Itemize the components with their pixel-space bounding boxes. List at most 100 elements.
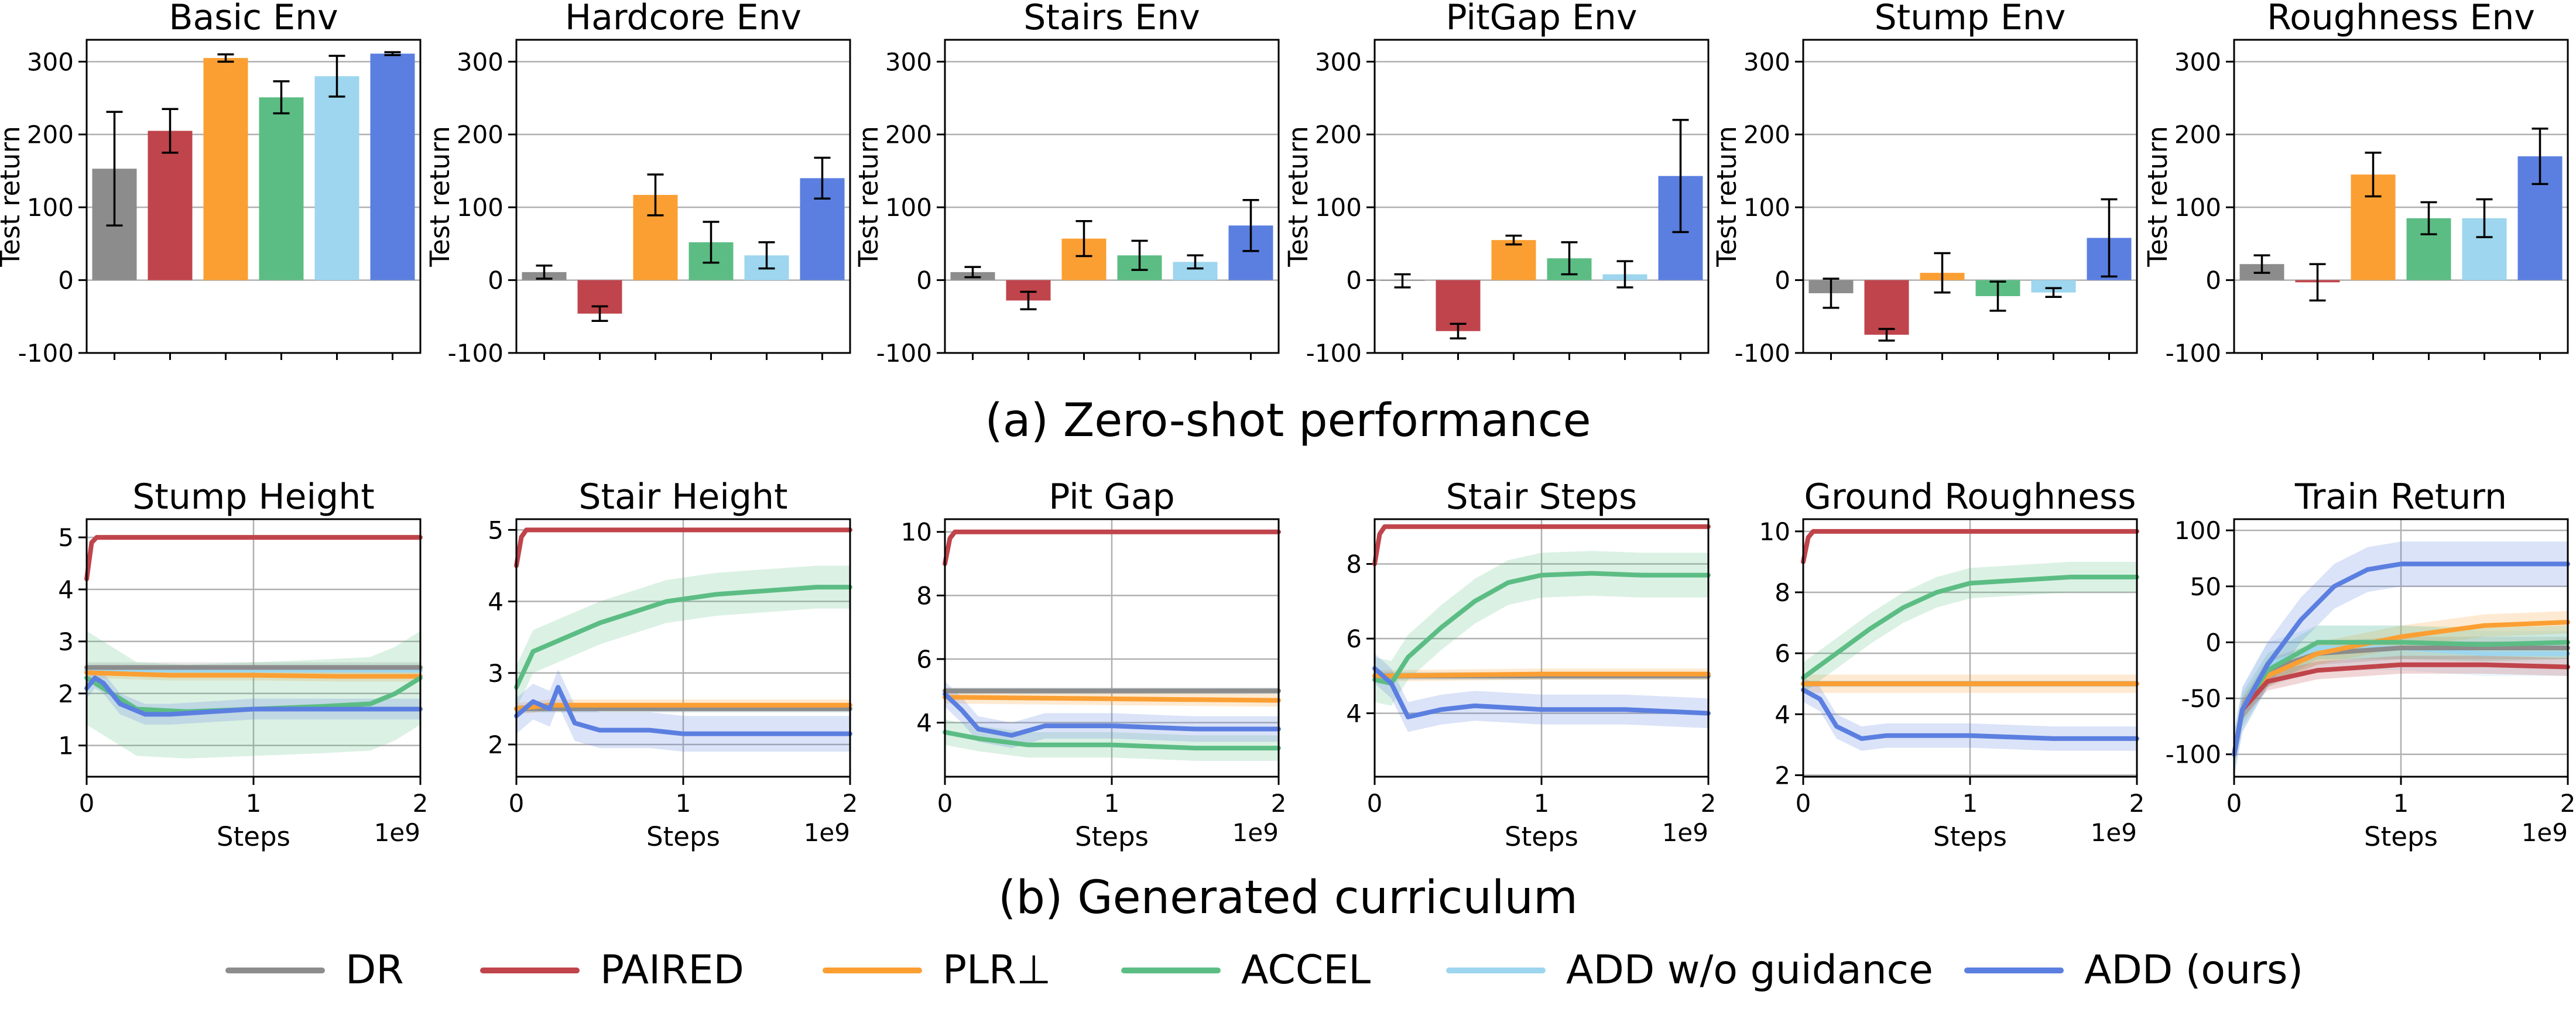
y-tick-label: 100 <box>457 193 503 222</box>
y-tick-label: 4 <box>916 709 932 737</box>
y-tick-label: -50 <box>2181 684 2221 713</box>
y-tick-label: 0 <box>1346 266 1362 295</box>
y-axis-label: Test return <box>0 126 26 267</box>
chart-panel-4: PitGap Env -100 0 100 200 300 Test return <box>1283 0 1710 368</box>
bar-add_noguide <box>2031 280 2076 293</box>
x-tick-label: 0 <box>937 789 953 818</box>
band-accel <box>2234 625 2568 771</box>
bar-paired <box>1436 280 1481 331</box>
chart-panel-5: Stump Env -100 0 100 200 300 Test return <box>1711 0 2138 368</box>
line-add <box>2232 561 2570 757</box>
panel-title: Stump Height <box>132 476 375 517</box>
x-axis-label: Steps <box>646 821 720 852</box>
y-tick-label: 200 <box>27 121 74 149</box>
line-plr <box>84 670 423 679</box>
y-tick-label: 100 <box>1315 193 1362 222</box>
x-axis-multiplier: 1e9 <box>1662 818 1708 847</box>
y-tick-label: 4 <box>1775 700 1790 729</box>
chart-panel-8: Stair Height 2 3 4 5 0 1 2 Steps 1e9 <box>488 476 858 852</box>
band-accel <box>516 565 850 709</box>
y-axis-label: Test return <box>424 126 455 267</box>
y-tick-label: 300 <box>1743 47 1790 76</box>
chart-panel-9: Pit Gap 4 6 8 10 0 1 2 Steps 1e9 <box>901 476 1287 852</box>
line-plr <box>943 695 1281 703</box>
panel-title: Ground Roughness <box>1804 476 2136 517</box>
legend-item-plr: PLR⊥ <box>823 947 1051 993</box>
panel-title: Stairs Env <box>1023 0 1200 38</box>
bar-plr <box>1491 240 1536 280</box>
x-tick-label: 1 <box>1962 789 1978 818</box>
plot-frame <box>2233 39 2569 354</box>
plot-frame <box>1802 518 2138 778</box>
plot-frame <box>2233 518 2569 778</box>
y-tick-label: 6 <box>916 645 932 674</box>
plot-frame <box>944 518 1280 778</box>
line-paired <box>514 527 852 568</box>
y-tick-label: 100 <box>2174 516 2221 545</box>
y-tick-label: 100 <box>1743 193 1790 222</box>
y-tick-label: 0 <box>58 266 74 295</box>
y-tick-label: 300 <box>457 47 503 76</box>
legend-item-dr: DR <box>225 947 404 993</box>
section-b-caption: (b) Generated curriculum <box>998 872 1578 924</box>
chart-panel-11: Ground Roughness 2 4 6 8 10 0 1 2 Steps 1e9 <box>1759 476 2145 852</box>
y-tick-label: 300 <box>27 47 74 76</box>
x-tick-label: 1 <box>246 789 262 818</box>
x-tick-label: 0 <box>79 789 95 818</box>
x-tick-label: 2 <box>1271 789 1287 818</box>
y-tick-label: 0 <box>2205 266 2221 295</box>
x-axis-label: Steps <box>1933 821 2007 852</box>
legend: DR PAIRED PLR⊥ ACCEL ADD w/o guidance ADD (ou… <box>225 947 2303 993</box>
panel-title: Train Return <box>2294 476 2507 517</box>
y-tick-label: 5 <box>488 516 503 544</box>
legend-item-add_noguide: ADD w/o guidance <box>1446 947 1933 993</box>
line-add <box>943 691 1281 738</box>
y-tick-label: 200 <box>2174 121 2221 149</box>
y-tick-label: 200 <box>1315 121 1362 149</box>
band-add <box>1375 653 1708 732</box>
x-tick-label: 0 <box>2226 789 2242 818</box>
chart-panel-7: Stump Height 1 2 3 4 5 0 1 2 Steps 1e9 <box>58 476 428 852</box>
y-tick-label: 4 <box>488 588 503 616</box>
panel-title: Pit Gap <box>1049 476 1174 517</box>
y-tick-label: 4 <box>1346 699 1362 728</box>
y-tick-label: 100 <box>27 193 74 222</box>
chart-panel-3: Stairs Env -100 0 100 200 300 Test return <box>853 0 1280 368</box>
x-tick-label: 0 <box>1796 789 1811 818</box>
y-tick-label: 8 <box>1346 550 1362 579</box>
y-tick-label: 4 <box>58 575 74 604</box>
section-a-caption: (a) Zero-shot performance <box>985 394 1591 447</box>
legend-item-paired: PAIRED <box>480 947 744 993</box>
chart-panel-1: Basic Env -100 0 100 200 300 Test return <box>0 0 422 368</box>
x-tick-label: 1 <box>1104 789 1120 818</box>
y-tick-label: -100 <box>18 339 74 368</box>
legend-item-accel: ACCEL <box>1121 947 1371 993</box>
y-tick-label: 0 <box>488 266 503 295</box>
x-tick-label: 1 <box>1534 789 1550 818</box>
y-tick-label: -100 <box>1735 339 1790 368</box>
legend-label: PAIRED <box>600 947 744 993</box>
x-axis-multiplier: 1e9 <box>1232 818 1279 847</box>
y-axis-label: Test return <box>2142 126 2173 267</box>
y-tick-label: 10 <box>1759 517 1790 546</box>
band-accel <box>87 631 420 759</box>
y-axis-label: Test return <box>853 126 884 267</box>
x-tick-label: 2 <box>842 789 858 818</box>
x-tick-label: 2 <box>413 789 429 818</box>
legend-label: ADD (ours) <box>2084 947 2303 993</box>
panel-title: Basic Env <box>169 0 338 38</box>
x-axis-label: Steps <box>1075 821 1149 852</box>
line-paired <box>943 529 1281 567</box>
y-tick-label: 300 <box>2174 47 2221 76</box>
y-tick-label: 200 <box>1743 121 1790 149</box>
y-tick-label: 2 <box>488 730 503 759</box>
y-tick-label: 50 <box>2190 572 2221 601</box>
y-tick-label: 100 <box>2174 193 2221 222</box>
bar-plr <box>203 58 248 280</box>
legend-label: ACCEL <box>1241 947 1371 993</box>
line-paired <box>1801 529 2139 564</box>
panel-title: Stump Env <box>1875 0 2066 38</box>
line-add <box>1372 666 1711 719</box>
